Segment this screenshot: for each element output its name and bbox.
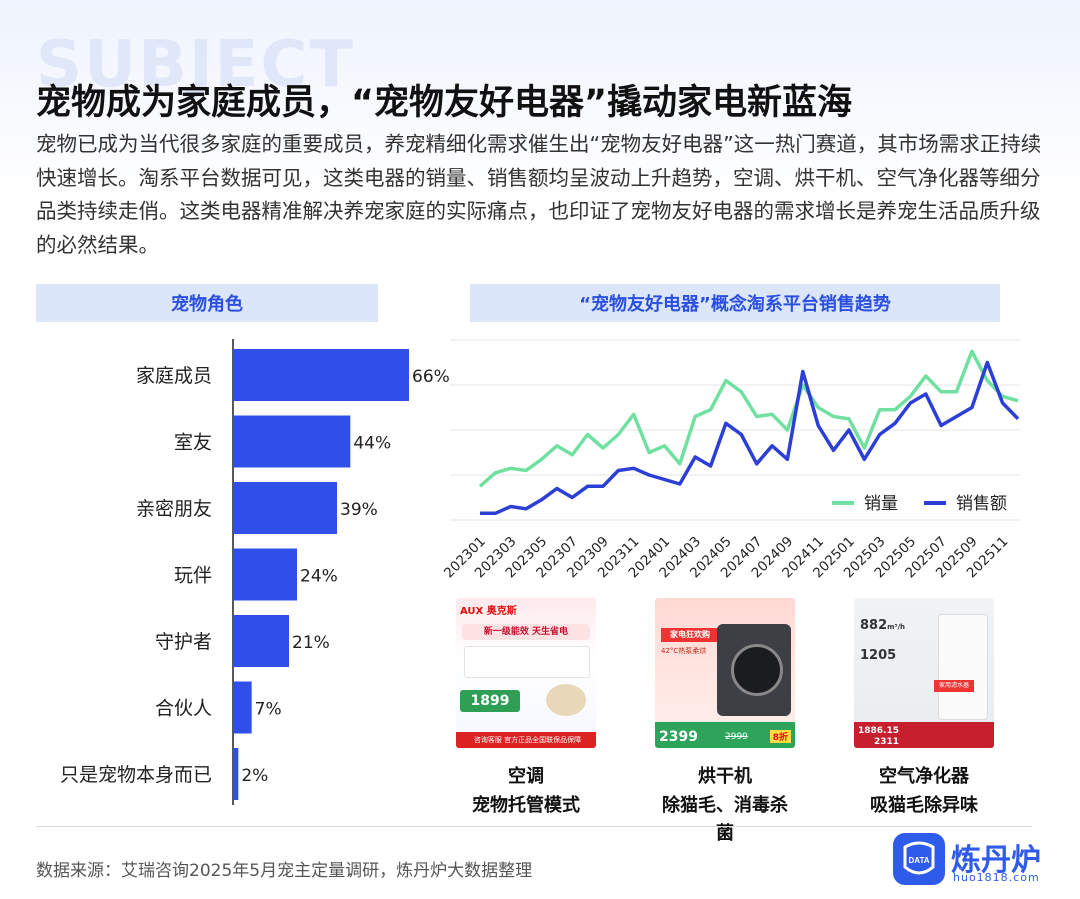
series-line-1 (480, 360, 1020, 516)
bar (233, 548, 297, 601)
purifier-unit: m³/h (887, 623, 906, 631)
product-name: 烘干机 (698, 766, 752, 787)
bar-category-label: 室友 (174, 432, 212, 454)
bar-value-label: 66% (412, 367, 450, 387)
sales-trend-line-chart: 2023012023032023052023072023092023112024… (441, 339, 1020, 581)
bar-category-label: 家庭成员 (136, 365, 212, 387)
legend-label: 销量 (864, 494, 898, 514)
page-title: 宠物成为家庭成员，“宠物友好电器”撬动家电新蓝海 (36, 83, 853, 123)
subject-watermark: SUBJECT (36, 28, 355, 102)
ac-brand: AUX 奥克斯 (460, 606, 517, 617)
bar-value-label: 39% (340, 500, 378, 520)
logo-text: 炼丹炉 (951, 843, 1041, 878)
product-desc: 除猫毛、消毒杀菌 (662, 795, 788, 844)
purifier-cadr: 882 (860, 618, 888, 633)
air-purifier-image: 882m³/h 1205 家用滤水器 1886.15 2311 (854, 598, 994, 748)
dryer-image: 家电狂欢购 42°C热泵柔烘 2399 2999 8折 (655, 598, 795, 748)
purifier-price: 1886.15 (858, 726, 899, 736)
product-air-conditioner: AUX 奥克斯 新一级能效 天生省电 1899 咨询客服 官方正品全国联保品保障… (456, 598, 596, 820)
ac-guarantee: 官方正品全国联保品保障 (504, 736, 582, 744)
product-name: 空调 (508, 766, 544, 787)
bar-category-label: 合伙人 (155, 698, 212, 720)
legend-label: 销售额 (956, 494, 1007, 514)
bar-category-label: 守护者 (155, 631, 212, 653)
dryer-promo: 家电狂欢购 (661, 628, 719, 642)
dryer-original-price: 2999 (725, 732, 748, 742)
bar (233, 415, 351, 468)
flask-icon: DATA (903, 841, 935, 875)
bar-category-label: 只是宠物本身而已 (60, 764, 212, 786)
product-desc: 吸猫毛除异味 (870, 795, 978, 816)
pet-role-bar-chart: 家庭成员 66% 室友 44% 亲密朋友 39% 玩伴 24% 守护者 21% 合伙人 7% 只是宠物本… (60, 339, 450, 805)
bar-value-label: 2% (241, 766, 268, 786)
intro-paragraph: 宠物已成为当代很多家庭的重要成员，养宠精细化需求催生出“宠物友好电器”这一热门赛… (36, 132, 1042, 257)
purifier-body (938, 614, 988, 720)
bar-value-label: 21% (292, 633, 330, 653)
dryer-door (731, 644, 783, 696)
dryer-price: 2399 (659, 729, 698, 745)
ac-service: 咨询客服 (473, 736, 502, 744)
bar (233, 681, 252, 734)
product-dryer: 家电狂欢购 42°C热泵柔烘 2399 2999 8折 烘干机 除猫毛、消毒杀菌 (655, 598, 795, 848)
bar-value-label: 7% (255, 700, 282, 720)
series-line-0 (478, 349, 1019, 488)
bar-value-label: 44% (353, 434, 391, 454)
air-conditioner-image: AUX 奥克斯 新一级能效 天生省电 1899 咨询客服 官方正品全国联保品保障 (456, 598, 596, 748)
logo-badge-text: DATA (908, 856, 929, 865)
product-desc: 宠物托管模式 (472, 795, 580, 816)
bar (233, 349, 409, 401)
bar-value-label: 24% (300, 567, 338, 587)
ac-price: 1899 (460, 690, 520, 712)
logo-badge: DATA (893, 833, 945, 885)
sales-trend-heading: “宠物友好电器”概念淘系平台销售趋势 (470, 284, 1000, 322)
bar-category-label: 亲密朋友 (136, 498, 212, 520)
purifier-cadr2: 1205 (860, 648, 897, 663)
bar-category-label: 玩伴 (174, 565, 212, 587)
brand-logo: DATA 炼丹炉 huo1818.com (893, 833, 1053, 885)
bar (233, 482, 337, 534)
purifier-tag: 家用滤水器 (934, 680, 974, 692)
product-name: 空气净化器 (879, 766, 969, 787)
ac-tagline: 新一级能效 天生省电 (462, 624, 590, 640)
dryer-feature: 42°C热泵柔烘 (661, 647, 707, 655)
logo-url: huo1818.com (953, 871, 1040, 884)
dryer-discount: 8折 (769, 730, 791, 743)
product-air-purifier: 882m³/h 1205 家用滤水器 1886.15 2311 空气净化器 吸猫… (854, 598, 994, 820)
bar (233, 615, 289, 667)
data-source: 数据来源：艾瑞咨询2025年5月宠主定量调研，炼丹炉大数据整理 (36, 861, 533, 881)
dog-shape (546, 684, 586, 716)
bar (233, 748, 239, 800)
footer-divider (36, 826, 1032, 827)
pet-role-heading: 宠物角色 (36, 284, 378, 322)
purifier-original-price: 2311 (874, 737, 900, 747)
ac-unit-shape (464, 646, 590, 678)
